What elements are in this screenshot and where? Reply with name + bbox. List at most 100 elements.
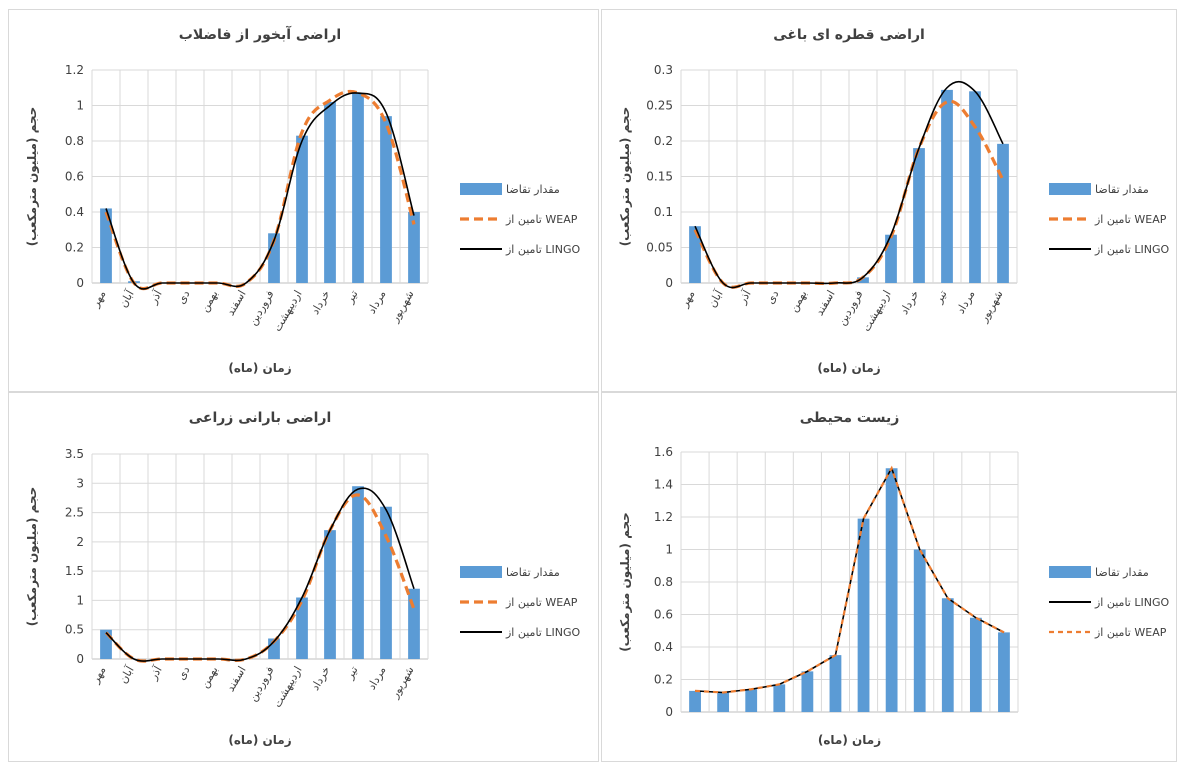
y-tick-label: 0.6: [65, 170, 84, 184]
series-line-lingo: [105, 487, 415, 662]
bar-11: [380, 506, 392, 659]
y-axis-title: حجم (میلیون مترمکعب): [25, 107, 40, 247]
bar-9: [913, 148, 925, 283]
month-label: دی: [764, 288, 782, 306]
y-tick-label: 0.2: [654, 673, 673, 687]
y-tick-label: 0: [665, 705, 673, 719]
legend-item-weap: تامین از WEAP: [1049, 626, 1167, 639]
x-axis-title: زمان (ماه): [228, 733, 291, 747]
y-tick-label: 0.2: [654, 134, 673, 148]
legend-item-weap: تامین از WEAP: [1049, 213, 1167, 226]
legend-swatch-bar: [460, 183, 502, 195]
chart-border: [601, 9, 1177, 392]
legend-label: تامین از LINGO: [1094, 243, 1169, 256]
chart-title: اراضی بارانی زراعی: [189, 410, 332, 426]
y-tick-label: 0.8: [65, 134, 84, 148]
y-tick-label: 2: [76, 535, 84, 549]
bar-9: [913, 549, 926, 712]
bar-5: [801, 671, 814, 712]
y-tick-label: 1.4: [654, 478, 673, 492]
bar-10: [352, 486, 364, 659]
y-tick-label: 0.3: [654, 63, 673, 77]
legend-label: تامین از WEAP: [1094, 213, 1167, 226]
series-line-weap: [694, 465, 1005, 694]
legend-swatch-bar: [460, 566, 502, 578]
y-tick-label: 0.25: [646, 99, 673, 113]
legend-item-demand: مقدار تقاضا: [1049, 183, 1149, 196]
legend-item-weap: تامین از WEAP: [460, 596, 578, 609]
y-axis-title: حجم (میلیون مترمکعب): [618, 512, 633, 652]
chart-panel-2: اراضی قطره ای باغی 0 0.05 0.1 0.15 0.2 0.25 0.3…: [601, 9, 1177, 392]
bar-8: [296, 597, 308, 659]
chart-title: اراضی قطره ای باغی: [773, 27, 925, 43]
y-tick-label: 0.1: [654, 205, 673, 219]
y-tick-label: 1.2: [65, 63, 84, 77]
bar-12: [997, 143, 1009, 283]
bar-12: [408, 212, 420, 283]
y-tick-label: 2.5: [65, 506, 84, 520]
legend-label: تامین از LINGO: [505, 243, 580, 256]
chart-title: اراضی آبخور از فاضلاب: [179, 25, 341, 43]
y-tick-label: 0: [665, 276, 673, 290]
y-tick-label: 0.2: [65, 241, 84, 255]
chart-panel-1: اراضی آبخور از فاضلاب00.20.40.60.811.2مه…: [8, 9, 599, 392]
y-axis-title: حجم (میلیون مترمکعب): [25, 487, 40, 627]
bar-7: [857, 277, 869, 283]
legend-swatch-bar: [1049, 566, 1091, 578]
bar-12: [998, 632, 1010, 712]
bar-7: [857, 518, 870, 712]
bar-10: [352, 93, 364, 283]
legend-item-lingo: تامین از LINGO: [1049, 243, 1169, 256]
bar-1: [689, 690, 701, 712]
y-tick-label: 3: [76, 476, 84, 490]
x-axis-title: زمان (ماه): [817, 361, 880, 375]
bar-11: [969, 617, 982, 712]
bar-11: [969, 91, 981, 283]
y-tick-label: 1: [665, 543, 673, 557]
bar-7: [268, 233, 280, 283]
bar-1: [689, 226, 701, 283]
legend-item-demand: مقدار تقاضا: [460, 566, 560, 579]
y-tick-label: 0.5: [65, 623, 84, 637]
bar-7: [268, 638, 280, 659]
bar-1: [100, 629, 112, 659]
y-tick-label: 0.6: [654, 608, 673, 622]
bar-2: [717, 692, 730, 712]
legend-label: مقدار تقاضا: [1095, 566, 1149, 579]
bar-1: [100, 208, 112, 283]
month-label: دی: [175, 288, 193, 306]
y-tick-label: 0: [76, 652, 84, 666]
bar-8: [296, 135, 308, 283]
bar-8: [885, 234, 897, 283]
y-axis-title: حجم (میلیون مترمکعب): [618, 107, 633, 247]
bar-6: [829, 655, 842, 712]
bar-9: [324, 530, 336, 659]
y-tick-label: 0.4: [654, 640, 673, 654]
bar-10: [941, 598, 954, 712]
y-tick-label: 0.4: [65, 205, 84, 219]
legend-item-demand: مقدار تقاضا: [460, 183, 560, 196]
legend-item-lingo: تامین از LINGO: [1049, 596, 1169, 609]
month-label: تیر: [932, 288, 950, 306]
legend-label: مقدار تقاضا: [506, 183, 560, 196]
y-tick-label: 0.8: [654, 575, 673, 589]
legend-label: تامین از WEAP: [505, 596, 578, 609]
bar-12: [408, 588, 420, 659]
legend-item-weap: تامین از WEAP: [460, 213, 578, 226]
bar-9: [324, 101, 336, 283]
y-tick-label: 1.2: [654, 510, 673, 524]
legend-item-lingo: تامین از LINGO: [460, 243, 580, 256]
legend-label: مقدار تقاضا: [506, 566, 560, 579]
x-axis-title: زمان (ماه): [228, 361, 291, 375]
legend-item-lingo: تامین از LINGO: [460, 626, 580, 639]
month-label: تیر: [343, 288, 361, 306]
legend-item-demand: مقدار تقاضا: [1049, 566, 1149, 579]
month-label: تیر: [343, 664, 361, 682]
chart-panel-4: زیست محیطی 0 0.2 0.4 0.6 0.8 1 1.2 1.4 1.6 زمان (م…: [601, 392, 1177, 762]
legend-label: تامین از WEAP: [1094, 626, 1167, 639]
legend-label: تامین از LINGO: [505, 626, 580, 639]
x-axis-title: زمان (ماه): [818, 733, 881, 747]
bar-11: [380, 116, 392, 284]
